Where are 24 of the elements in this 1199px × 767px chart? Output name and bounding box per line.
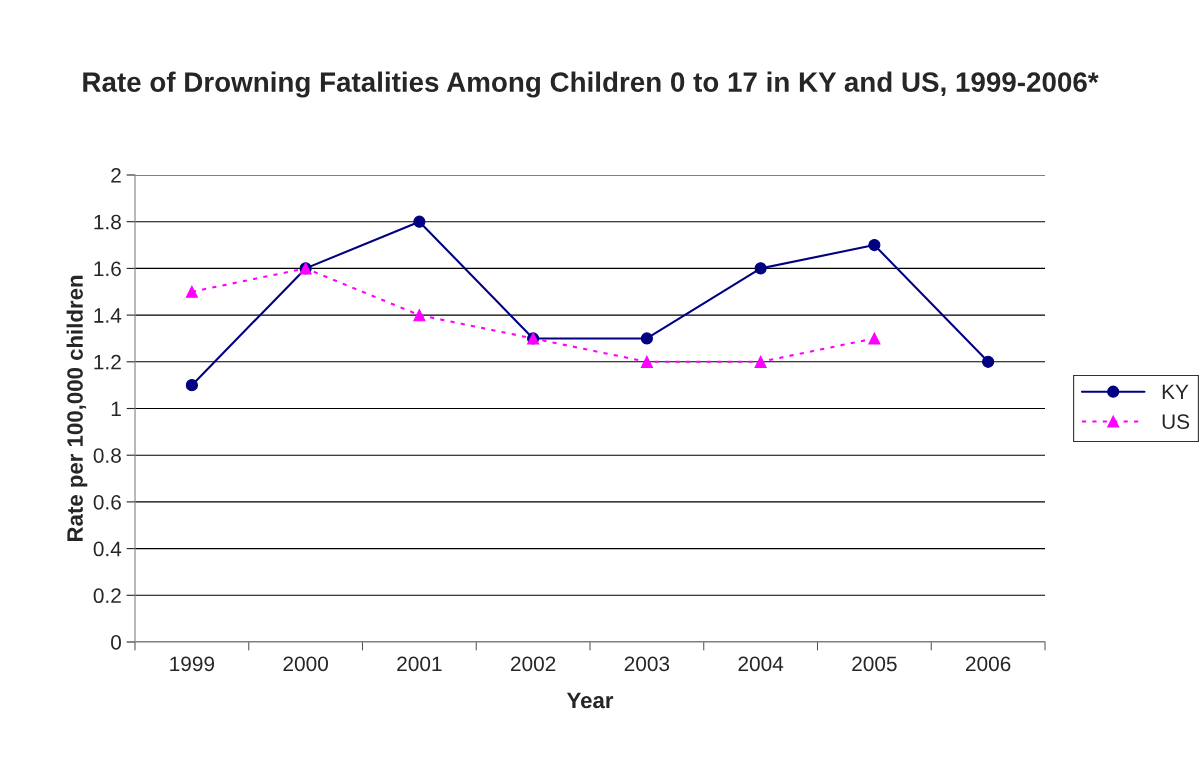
y-tick-label: 0.2 [93, 588, 121, 604]
y-tick-label: 0 [111, 635, 121, 650]
x-tick-label: 2006 [966, 656, 1011, 672]
y-tick-label: 0.4 [93, 541, 122, 557]
y-tick-label: 0.8 [93, 448, 121, 463]
y-tick-label: 1 [111, 401, 121, 417]
x-tick-label: 2004 [738, 656, 784, 672]
y-tick-label: 0.6 [93, 494, 121, 510]
x-tick-label: 1999 [170, 656, 215, 672]
x-tick-label: 2002 [511, 656, 556, 672]
legend-label: US [1162, 414, 1190, 430]
x-tick-label: 2001 [397, 656, 442, 672]
legend-label: KY [1162, 384, 1189, 399]
chart-title: Rate of Drowning Fatalities Among Children 0 to 17 in KY and US, 1999-2006* [83, 71, 1099, 98]
y-axis-title: Rate per 100,000 children [66, 275, 88, 542]
x-tick-label: 2003 [624, 656, 670, 672]
y-tick-label: 1.2 [94, 354, 121, 370]
y-tick-label: 1.8 [94, 214, 121, 230]
x-tick-label: 2000 [283, 656, 328, 672]
x-axis-title: Year [566, 692, 614, 709]
y-tick-label: 1.6 [94, 261, 121, 277]
y-tick-label: 1.4 [94, 308, 122, 323]
x-tick-label: 2005 [852, 656, 897, 672]
y-tick-label: 2 [111, 168, 121, 183]
